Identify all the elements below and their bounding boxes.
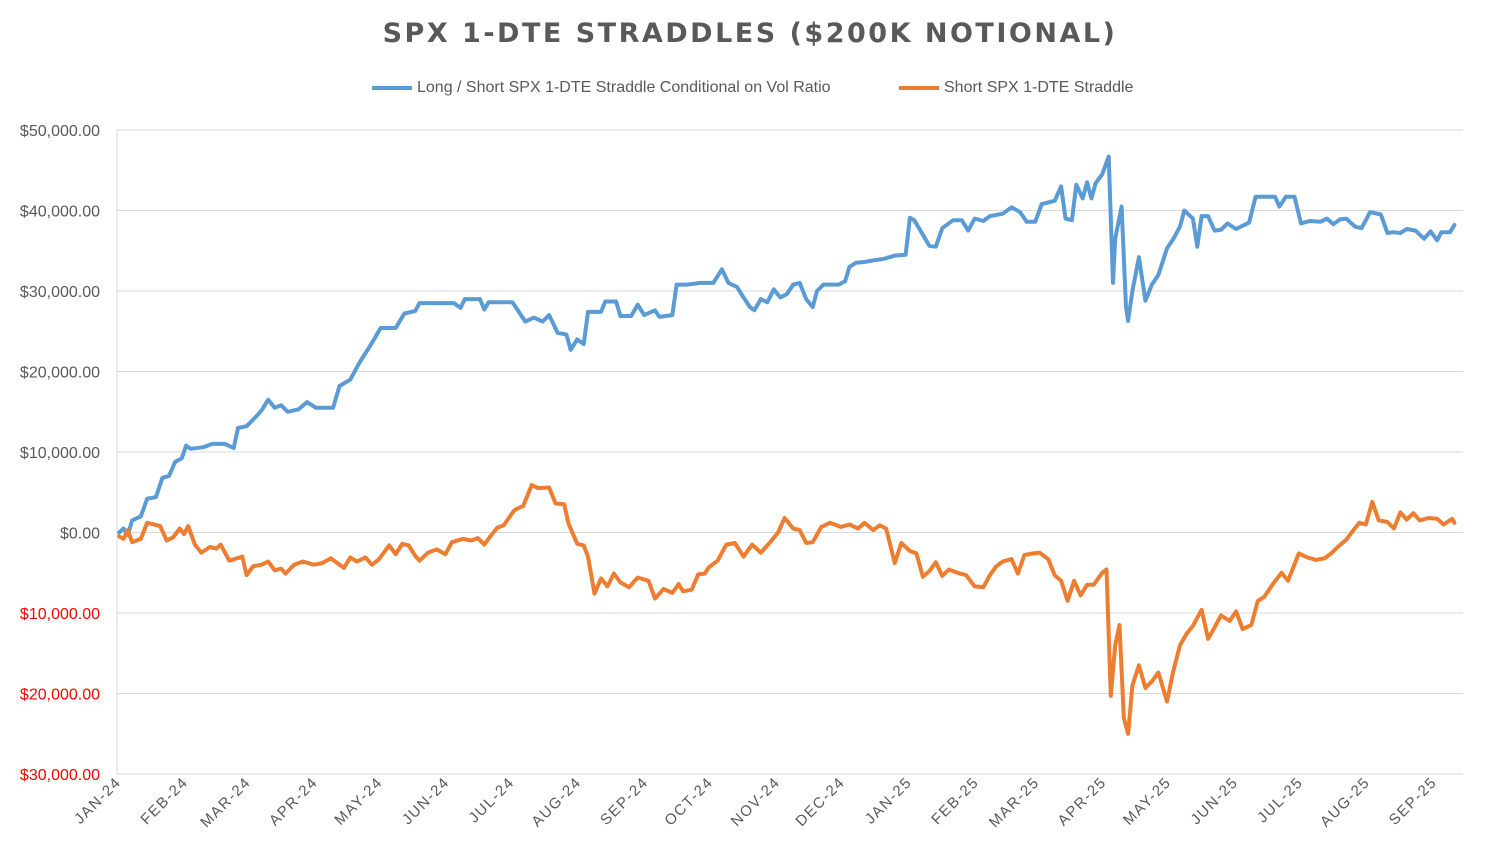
chart-title: SPX 1-DTE STRADDLES ($200K NOTIONAL) [382, 18, 1118, 49]
legend-item-series-1: Long / Short SPX 1-DTE Straddle Conditio… [372, 79, 831, 97]
legend-label-series-1: Long / Short SPX 1-DTE Straddle Conditio… [417, 79, 831, 96]
x-tick-label: APR-24 [266, 774, 322, 830]
axes: $50,000.00 $40,000.00 $30,000.00 $20,000.00… [20, 123, 1441, 831]
x-tick-label: MAY-24 [331, 774, 386, 829]
x-tick-label: JAN-25 [862, 774, 916, 828]
x-tick-label: SEP-25 [1386, 774, 1441, 829]
x-tick-label: MAY-25 [1120, 774, 1175, 829]
y-tick-label: $20,000.00 [20, 365, 100, 382]
x-tick-label: FEB-25 [928, 774, 982, 828]
x-tick-label: JUL-24 [465, 774, 518, 827]
x-tick-label: MAR-24 [197, 774, 254, 831]
legend-label-series-2: Short SPX 1-DTE Straddle [944, 79, 1134, 96]
legend: Long / Short SPX 1-DTE Straddle Conditio… [0, 79, 1500, 99]
series-line-2 [117, 483, 1457, 736]
y-tick-label: $20,000.00 [20, 687, 100, 704]
x-tick-label: NOV-24 [728, 774, 784, 830]
series-lines [117, 154, 1457, 736]
x-tick-label: OCT-24 [661, 774, 717, 830]
gridlines [117, 129, 1463, 775]
x-tick-label: AUG-24 [528, 774, 585, 831]
x-tick-label: SEP-24 [597, 774, 652, 829]
y-tick-label: $0.00 [60, 526, 100, 543]
y-tick-label: $40,000.00 [20, 204, 100, 221]
x-tick-label: AUG-25 [1317, 774, 1374, 831]
y-tick-label: $50,000.00 [20, 123, 100, 140]
series-line-1 [117, 154, 1457, 537]
y-tick-label: $10,000.00 [20, 445, 100, 462]
y-tick-label: $30,000.00 [20, 284, 100, 301]
legend-swatch-series-2 [899, 86, 939, 90]
x-tick-label: MAR-25 [986, 774, 1043, 831]
x-tick-label: JUN-25 [1187, 774, 1241, 828]
x-tick-label: APR-25 [1054, 774, 1110, 830]
legend-item-series-2: Short SPX 1-DTE Straddle [899, 79, 1133, 97]
x-tick-label: FEB-24 [137, 774, 191, 828]
x-tick-label: DEC-24 [792, 774, 848, 830]
legend-swatch-series-1 [372, 86, 412, 90]
x-tick-label: JUN-24 [399, 774, 453, 828]
y-tick-label: $30,000.00 [20, 767, 100, 784]
x-tick-label: JUL-25 [1254, 774, 1307, 827]
y-tick-label: $10,000.00 [20, 606, 100, 623]
